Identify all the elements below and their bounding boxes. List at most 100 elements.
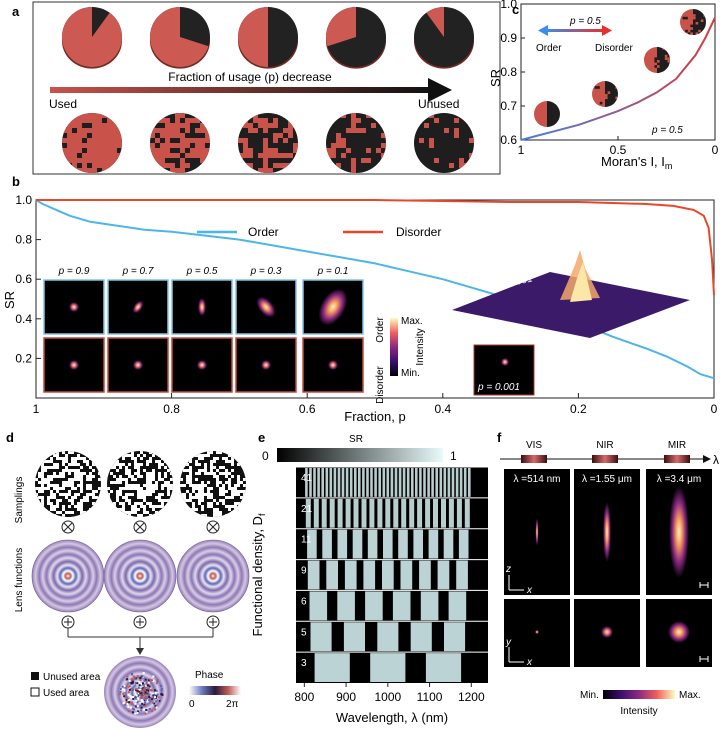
- heatmap-band: [413, 529, 423, 559]
- panel-c-xlabel: Moran's I, Im: [601, 154, 672, 171]
- order-psf-spot: [69, 302, 79, 312]
- moran-discs: [534, 9, 706, 127]
- phase-noise-pixel: [136, 697, 139, 700]
- phase-max: 2π: [226, 699, 239, 710]
- heatmap-band: [309, 468, 312, 497]
- b-ytick-label: 0.4: [15, 312, 32, 326]
- phase-noise-pixel: [129, 685, 132, 688]
- spectrum-lambda: λ: [713, 453, 719, 467]
- tile-p-label: p = 0.5: [186, 266, 218, 277]
- heatmap-band: [401, 498, 407, 528]
- heatmap-band: [435, 468, 438, 497]
- phase-noise-pixel: [135, 694, 138, 697]
- heatmap-band: [363, 560, 376, 590]
- heatmap-xtick-label: 1000: [374, 690, 401, 704]
- phase-noise-pixel: [119, 688, 122, 690]
- phase-noise-pixel: [127, 701, 130, 704]
- disorder-psf-spot: [261, 360, 271, 370]
- sampling-disc: [35, 451, 101, 517]
- phase-noise-pixel: [125, 696, 128, 699]
- heatmap-band: [317, 468, 320, 497]
- panel-c-ticks: 1 0.5 0 0.6 0.7 0.8 0.9 1.0: [500, 0, 718, 157]
- phase-noise-pixel: [143, 689, 146, 692]
- phase-noise-pixel: [155, 700, 158, 703]
- phase-noise-pixel: [138, 681, 141, 684]
- phase-noise-pixel: [132, 675, 135, 678]
- heatmap-row-label: 3: [301, 658, 307, 669]
- heatmap-band: [448, 498, 454, 528]
- b-xtick-label: 0.2: [570, 402, 587, 416]
- panel-e-letter: e: [258, 430, 265, 445]
- disorder-psf-spot: [197, 360, 207, 370]
- phase-noise-pixel: [132, 688, 135, 691]
- sr-colorbar: [277, 448, 443, 462]
- heatmap-band: [314, 653, 350, 682]
- phase-noise-pixel: [133, 708, 136, 711]
- psf-cbar-min: Min.: [401, 368, 420, 379]
- sampling-disc: [107, 451, 173, 517]
- moran-disc: [644, 47, 670, 73]
- tile-p-label: p = 0.3: [250, 266, 282, 277]
- b-xtick-label: 1: [33, 402, 40, 416]
- heatmap-band: [369, 498, 375, 528]
- phase-noise-pixel: [131, 707, 134, 710]
- heatmap-band: [370, 653, 406, 682]
- heatmap-band: [333, 468, 337, 497]
- heatmap-row-label: 9: [301, 566, 307, 577]
- phase-noise-pixel: [156, 678, 159, 681]
- scale-bar-xy: [699, 656, 709, 662]
- lens-functions-label: Lens functions: [14, 548, 25, 613]
- xy-focal-spot: [535, 630, 539, 634]
- phase-noise-pixel: [129, 694, 132, 697]
- tile-p-label: p = 0.7: [122, 266, 154, 277]
- phase-noise-pixel: [145, 711, 148, 714]
- band-label: VIS: [526, 440, 542, 451]
- row-disorder-label: Disorder: [375, 365, 386, 403]
- band-swatch: [664, 455, 690, 463]
- heatmap-band: [352, 529, 363, 559]
- focal-cbar-min: Min.: [580, 690, 599, 701]
- phase-noise-pixel: [140, 687, 143, 690]
- phase-noise-pixel: [139, 691, 142, 694]
- heatmap-band: [382, 468, 386, 497]
- heatmap-band: [367, 529, 378, 559]
- phase-noise-pixel: [132, 697, 135, 700]
- phase-noise-pixel: [138, 684, 141, 687]
- panel-a-letter: a: [12, 4, 20, 19]
- tile-row-labels: Order Disorder Max. Min. Intensity: [375, 316, 426, 404]
- heatmap-band: [345, 498, 351, 528]
- phase-noise-pixel: [123, 685, 126, 687]
- xz-focal-spot: [603, 502, 611, 562]
- phase-noise-pixel: [143, 685, 146, 688]
- heatmap-band: [354, 468, 357, 497]
- heatmap-band: [410, 622, 432, 652]
- phase-noise-pixel: [133, 676, 136, 679]
- phase-noise-pixel: [139, 689, 142, 691]
- phase-min: 0: [189, 699, 195, 710]
- order-arrowhead: [538, 25, 548, 36]
- phase-noise-pixel: [137, 699, 140, 702]
- b-ytick-label: 1.0: [15, 193, 32, 207]
- heatmap-band: [337, 529, 348, 559]
- order-disorder-arrow: [544, 29, 604, 32]
- phase-noise-pixel: [136, 705, 139, 708]
- phase-noise-pixel: [153, 702, 156, 705]
- heatmap-band: [458, 529, 469, 559]
- phase-noise-pixel: [124, 703, 126, 706]
- phase-noise-pixel: [143, 708, 145, 711]
- multiply-icon-cross: [135, 522, 145, 532]
- phase-noise-pixel: [148, 696, 151, 699]
- panel-d-letter: d: [6, 430, 14, 445]
- phase-noise-pixel: [130, 681, 133, 684]
- heatmap-band: [431, 468, 434, 497]
- phase-noise-pixel: [137, 695, 139, 698]
- psf-tiles: p = 0.9 p = 0.7 p = 0.5 p = 0.3 p = 0.1: [43, 266, 364, 393]
- heatmap-band: [337, 468, 341, 497]
- heatmap-band: [307, 529, 317, 559]
- b-ytick-label: 0.6: [15, 272, 32, 286]
- phase-noise-pixel: [154, 692, 157, 694]
- phase-noise-pixel: [146, 691, 149, 693]
- pie-row: [62, 7, 474, 69]
- psf-cbar-label: Intensity: [415, 328, 426, 365]
- phase-noise-pixel: [123, 695, 126, 698]
